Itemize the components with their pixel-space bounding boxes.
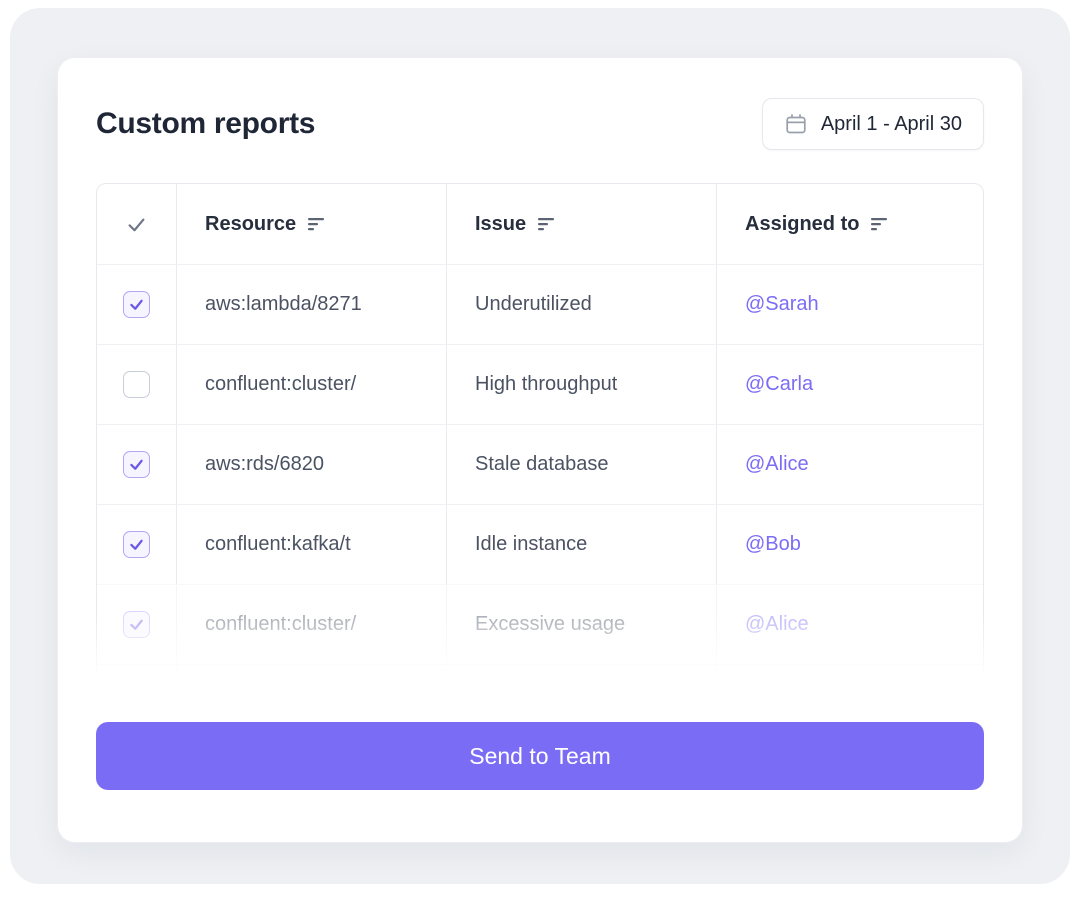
- page-title: Custom reports: [96, 107, 316, 140]
- column-header-issue[interactable]: Issue: [447, 184, 717, 264]
- row-checkbox[interactable]: [123, 451, 150, 478]
- row-checkbox[interactable]: [123, 531, 150, 558]
- assignee-mention[interactable]: @Carla: [745, 373, 814, 395]
- table-header-row: Resource Issue Assigned to: [97, 184, 983, 264]
- table-row: confluent:cluster/ High throughput @Carl…: [97, 344, 983, 424]
- row-checkbox[interactable]: [123, 371, 150, 398]
- resource-cell: confluent:cluster/: [177, 585, 447, 664]
- table-row: [97, 664, 983, 690]
- table-row: confluent:kafka/t Idle instance @Bob: [97, 504, 983, 584]
- resource-cell: confluent:cluster/: [177, 345, 447, 424]
- row-checkbox[interactable]: [123, 291, 150, 318]
- assignee-mention[interactable]: @Alice: [745, 453, 809, 475]
- date-range-label: April 1 - April 30: [820, 112, 962, 135]
- table-row: aws:rds/6820 Stale database @Alice: [97, 424, 983, 504]
- assignee-mention[interactable]: @Sarah: [745, 293, 819, 315]
- issue-cell: [447, 665, 717, 690]
- app-background: Custom reports April 1 - April 30: [10, 8, 1070, 884]
- filter-sort-icon: [538, 217, 560, 232]
- column-header-assigned-to[interactable]: Assigned to: [717, 184, 983, 264]
- column-header-resource[interactable]: Resource: [177, 184, 447, 264]
- issue-cell: Excessive usage: [447, 585, 717, 664]
- issue-cell: Stale database: [447, 425, 717, 504]
- assignee-mention[interactable]: @Bob: [745, 533, 801, 555]
- issue-cell: Underutilized: [447, 265, 717, 344]
- date-range-button[interactable]: April 1 - April 30: [761, 98, 984, 150]
- card-header: Custom reports April 1 - April 30: [96, 98, 984, 150]
- filter-sort-icon: [308, 217, 330, 232]
- resource-cell: aws:lambda/8271: [177, 265, 447, 344]
- calendar-icon: [784, 112, 808, 136]
- issue-cell: Idle instance: [447, 505, 717, 584]
- select-all-header[interactable]: [97, 184, 177, 264]
- issue-cell: High throughput: [447, 345, 717, 424]
- resource-cell: aws:rds/6820: [177, 425, 447, 504]
- filter-sort-icon: [871, 217, 893, 232]
- assignee-mention[interactable]: @Alice: [745, 613, 809, 635]
- custom-reports-card: Custom reports April 1 - April 30: [57, 57, 1023, 843]
- resource-cell: confluent:kafka/t: [177, 505, 447, 584]
- table-row: confluent:cluster/ Excessive usage @Alic…: [97, 584, 983, 664]
- reports-table: Resource Issue Assigned to: [94, 183, 986, 693]
- table-row: aws:lambda/8271 Underutilized @Sarah: [97, 264, 983, 344]
- check-icon: [125, 213, 148, 236]
- send-to-team-button[interactable]: Send to Team: [96, 722, 984, 790]
- row-checkbox[interactable]: [123, 611, 150, 638]
- resource-cell: [177, 665, 447, 690]
